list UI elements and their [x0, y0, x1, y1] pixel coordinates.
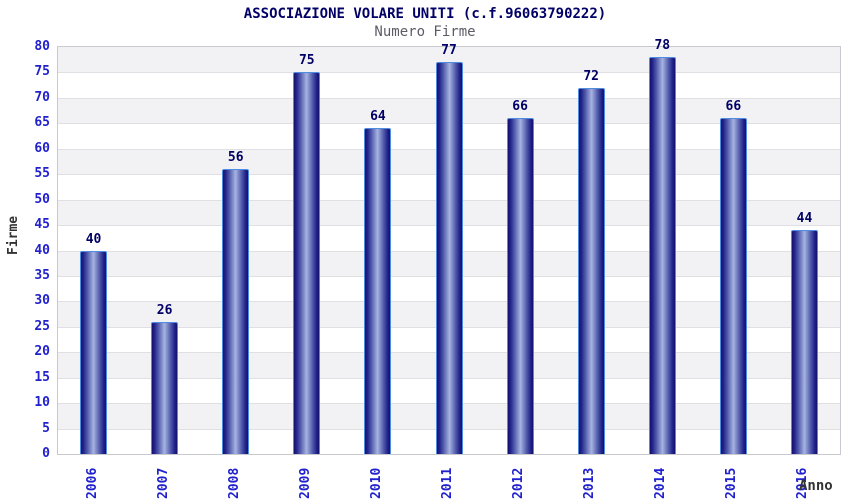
y-tick-label: 15 — [34, 369, 50, 385]
bar-2013 — [577, 87, 605, 454]
y-tick-label: 10 — [34, 395, 50, 411]
y-tick-label: 20 — [34, 344, 50, 360]
bar-2010 — [364, 128, 392, 454]
x-tick-label: 2012 — [511, 467, 527, 499]
bar-2014 — [648, 57, 676, 454]
y-tick-label: 45 — [34, 217, 50, 233]
y-tick-label: 55 — [34, 166, 50, 182]
y-tick-label: 80 — [34, 39, 50, 54]
bar-value-label: 66 — [725, 99, 742, 115]
x-tick-label: 2006 — [84, 467, 100, 499]
bar-value-label: 56 — [227, 150, 244, 166]
x-tick-label: 2014 — [653, 467, 669, 499]
y-tick-label: 5 — [42, 420, 50, 436]
x-tick-label: 2011 — [440, 467, 455, 499]
x-tick-label: 2009 — [297, 467, 313, 499]
bar-2008 — [222, 169, 250, 454]
bar-2012 — [506, 118, 534, 454]
chart-subtitle: Numero Firme — [374, 24, 476, 40]
y-tick-label: 50 — [34, 191, 50, 207]
bar-2009 — [293, 72, 321, 454]
x-tick-label: 2010 — [368, 467, 384, 499]
bar-value-label: 72 — [583, 68, 599, 84]
bar-value-label: 26 — [156, 302, 173, 318]
y-tick-label: 35 — [34, 267, 50, 283]
x-tick-label: 2008 — [226, 467, 242, 499]
chart-title: ASSOCIAZIONE VOLARE UNITI (c.f.960637902… — [243, 6, 607, 22]
bar-value-label: 78 — [654, 38, 671, 54]
bar-2006 — [80, 250, 108, 454]
y-tick-label: 40 — [34, 242, 50, 258]
bar-2015 — [719, 118, 747, 454]
x-tick-label: 2007 — [155, 467, 171, 499]
y-tick-label: 25 — [34, 318, 50, 334]
y-tick-label: 30 — [34, 293, 50, 309]
y-tick-label: 0 — [42, 446, 50, 461]
bar-value-label: 64 — [370, 109, 386, 125]
plot-area: 40 26 56 75 64 77 66 72 78 66 44 — [57, 38, 841, 455]
bar-value-label: 66 — [512, 99, 528, 115]
bar-value-label: 40 — [85, 231, 102, 247]
bar-value-label: 75 — [298, 53, 315, 69]
y-tick-label: 65 — [34, 115, 50, 131]
y-tick-label: 70 — [34, 89, 50, 105]
y-tick-label: 60 — [34, 140, 50, 156]
bar-2011 — [435, 62, 463, 454]
bar-2016 — [790, 230, 818, 454]
x-tick-label: 2015 — [724, 467, 740, 499]
y-tick-label: 75 — [34, 64, 50, 80]
bar-value-label: 44 — [796, 211, 813, 227]
bar-value-label: 77 — [441, 43, 457, 59]
bar-2007 — [151, 321, 179, 454]
x-tick-label: 2013 — [582, 467, 598, 499]
x-axis-label: Anno — [799, 478, 833, 494]
